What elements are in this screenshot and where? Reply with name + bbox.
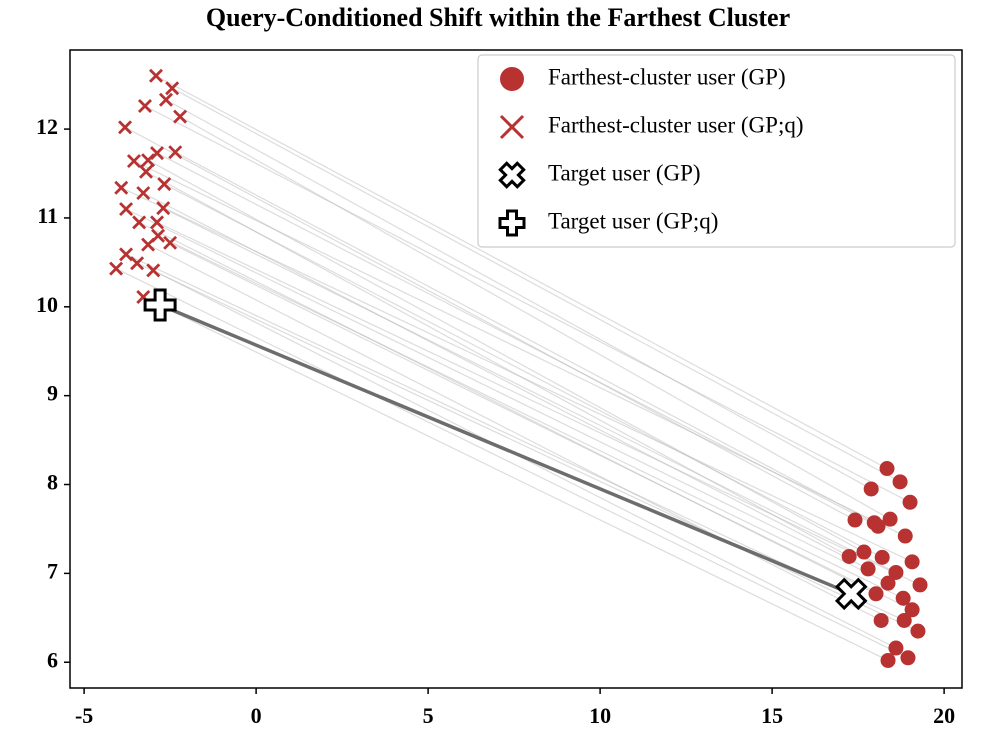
point <box>141 153 156 168</box>
connector <box>165 99 872 490</box>
point <box>109 261 124 276</box>
connector <box>163 183 883 558</box>
connector <box>124 126 856 521</box>
point <box>841 548 857 564</box>
connector <box>156 221 921 586</box>
connector <box>171 87 901 483</box>
point <box>157 177 172 192</box>
point <box>860 561 876 577</box>
point <box>873 612 889 628</box>
connector <box>115 268 909 659</box>
point <box>165 81 180 96</box>
connector <box>179 116 891 520</box>
connector <box>138 221 877 595</box>
connector <box>159 303 852 596</box>
point <box>892 474 908 490</box>
y-tick-label: 12 <box>36 114 58 139</box>
target-point <box>143 288 177 322</box>
point <box>138 98 152 113</box>
point <box>119 247 134 262</box>
point <box>870 518 886 534</box>
connector <box>147 244 882 622</box>
connector <box>144 105 911 503</box>
point <box>888 564 904 580</box>
point <box>126 154 141 169</box>
point <box>880 652 896 668</box>
point <box>130 256 145 271</box>
point <box>163 235 178 250</box>
x-tick-label: 15 <box>761 703 783 728</box>
point <box>868 586 884 602</box>
point <box>863 481 879 497</box>
point <box>874 549 890 565</box>
connector <box>162 207 897 574</box>
point <box>900 650 916 666</box>
y-tick-label: 11 <box>37 203 58 228</box>
connector <box>147 159 865 553</box>
point <box>150 215 165 230</box>
x-tick-label: 20 <box>933 703 955 728</box>
plot-frame <box>69 49 963 689</box>
x-tick-label: 0 <box>251 703 262 728</box>
point <box>146 263 161 278</box>
point <box>139 164 154 179</box>
y-tick-label: 10 <box>36 292 58 317</box>
point <box>168 145 183 160</box>
connector <box>174 151 875 524</box>
point <box>888 640 904 656</box>
point <box>141 237 156 252</box>
x-tick-label: -5 <box>75 703 93 728</box>
legend-label: Target user (GP;q) <box>548 208 718 233</box>
point <box>149 68 163 83</box>
y-tick-label: 8 <box>47 470 58 495</box>
y-tick-label: 9 <box>47 381 58 406</box>
point <box>156 201 171 216</box>
point <box>910 623 926 639</box>
target-point <box>834 577 868 611</box>
connector <box>157 235 904 599</box>
point <box>880 575 896 591</box>
legend-label: Target user (GP) <box>548 160 701 185</box>
connector <box>143 296 889 661</box>
chart-title: Query-Conditioned Shift within the Farth… <box>206 3 790 32</box>
point <box>896 612 912 628</box>
point <box>118 120 133 135</box>
connector <box>125 253 905 622</box>
legend-label: Farthest-cluster user (GP) <box>548 64 786 89</box>
legend-box <box>477 54 956 248</box>
x-tick-label: 10 <box>589 703 611 728</box>
y-tick-label: 6 <box>47 647 58 672</box>
point <box>904 602 920 618</box>
legend-marker <box>500 67 524 91</box>
point <box>173 109 188 124</box>
connector <box>125 208 889 584</box>
point <box>119 202 134 217</box>
connector <box>133 160 906 537</box>
point <box>895 590 911 606</box>
point <box>136 186 151 201</box>
point <box>912 577 928 593</box>
legend-marker <box>498 161 526 189</box>
connector <box>136 262 919 632</box>
connector <box>155 75 888 470</box>
x-tick-label: 5 <box>423 703 434 728</box>
legend-marker <box>498 209 526 237</box>
point <box>902 494 918 510</box>
point <box>132 215 147 230</box>
legend-label: Farthest-cluster user (GP;q) <box>548 112 804 137</box>
connector <box>142 192 869 570</box>
point <box>904 554 920 570</box>
point <box>114 180 129 195</box>
y-tick-label: 7 <box>47 558 58 583</box>
point <box>882 511 898 527</box>
connector <box>169 242 913 611</box>
point <box>879 461 895 477</box>
point <box>856 544 872 560</box>
point <box>158 92 173 107</box>
point <box>847 512 863 528</box>
point <box>897 528 913 544</box>
legend-marker <box>499 114 525 140</box>
